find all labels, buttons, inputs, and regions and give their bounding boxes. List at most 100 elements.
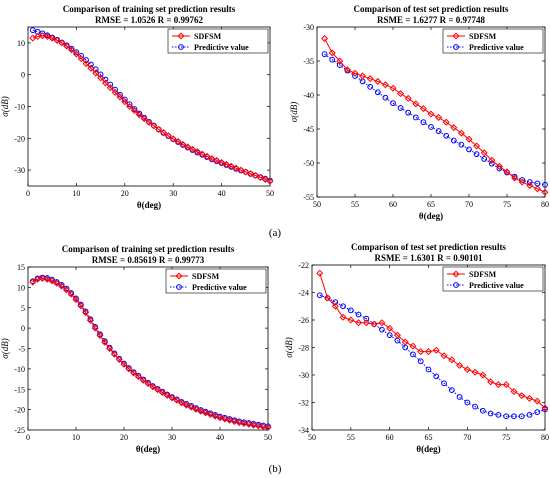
data-point-sdfsm xyxy=(442,118,450,126)
data-point-predictive xyxy=(316,292,323,299)
data-point-sdfsm xyxy=(510,387,518,396)
data-point-sdfsm xyxy=(230,417,238,425)
data-point-sdfsm xyxy=(503,168,511,176)
data-point-sdfsm xyxy=(187,403,195,411)
y-tick-label: -10 xyxy=(14,365,25,374)
data-point-sdfsm xyxy=(370,320,378,328)
data-point-predictive xyxy=(390,100,396,107)
data-point-sdfsm xyxy=(169,135,177,143)
data-point-sdfsm xyxy=(250,421,258,429)
data-point-predictive xyxy=(526,411,533,418)
data-point-sdfsm xyxy=(110,350,118,358)
data-point-predictive xyxy=(405,109,412,116)
data-point-sdfsm xyxy=(393,331,401,339)
data-point-sdfsm xyxy=(38,274,46,282)
x-tick-label: 50 xyxy=(264,433,272,442)
x-tick-label: 40 xyxy=(218,189,226,198)
data-point-sdfsm xyxy=(401,338,409,346)
data-point-sdfsm xyxy=(58,282,66,290)
data-point-sdfsm xyxy=(145,118,153,126)
data-point-sdfsm xyxy=(53,36,61,44)
data-point-sdfsm xyxy=(417,348,425,356)
data-point-sdfsm xyxy=(72,50,80,58)
data-point-predictive xyxy=(487,410,494,417)
data-point-sdfsm xyxy=(39,32,47,40)
data-point-predictive xyxy=(450,137,457,144)
data-point-sdfsm xyxy=(149,383,157,391)
data-point-sdfsm xyxy=(518,178,526,186)
legend-label: Predictive value xyxy=(469,281,524,290)
data-point-predictive xyxy=(473,151,480,158)
data-point-sdfsm xyxy=(471,368,479,376)
x-tick-label: 10 xyxy=(72,433,80,442)
data-point-sdfsm xyxy=(389,84,397,92)
data-point-sdfsm xyxy=(432,346,440,354)
data-point-sdfsm xyxy=(316,269,324,277)
data-point-sdfsm xyxy=(48,277,56,285)
data-point-sdfsm xyxy=(92,69,100,77)
data-point-predictive xyxy=(355,311,362,318)
data-point-sdfsm xyxy=(541,188,549,196)
y-tick-label: -50 xyxy=(303,159,314,168)
y-axis-label: σ(dB) xyxy=(0,338,10,358)
legend-box xyxy=(167,28,269,54)
legend-label: SDFSM xyxy=(469,270,497,279)
x-axis-label: θ(deg) xyxy=(136,444,160,454)
series-line-sdfsm xyxy=(324,38,546,193)
y-tick-label: -40 xyxy=(303,91,314,100)
data-point-sdfsm xyxy=(218,158,226,166)
data-point-predictive xyxy=(374,89,381,96)
x-tick-label: 70 xyxy=(463,433,471,442)
data-point-predictive xyxy=(417,358,424,365)
data-point-sdfsm xyxy=(378,319,386,327)
data-point-predictive xyxy=(73,295,79,302)
data-point-sdfsm xyxy=(487,378,495,386)
data-point-sdfsm xyxy=(261,175,269,183)
data-point-predictive xyxy=(92,324,99,330)
data-point-predictive xyxy=(102,76,109,83)
data-point-sdfsm xyxy=(465,135,473,143)
data-point-predictive xyxy=(542,406,548,413)
data-point-sdfsm xyxy=(328,49,336,57)
data-point-sdfsm xyxy=(160,129,168,137)
legend-label: SDFSM xyxy=(192,272,220,281)
data-point-sdfsm xyxy=(457,129,465,137)
data-point-sdfsm xyxy=(206,411,214,419)
x-axis-label: θ(deg) xyxy=(137,200,161,210)
data-point-sdfsm xyxy=(67,290,75,298)
data-point-predictive xyxy=(412,114,419,121)
data-point-predictive xyxy=(503,413,510,420)
legend-label: SDFSM xyxy=(469,32,497,41)
y-tick-label: 0 xyxy=(21,71,25,80)
data-point-sdfsm xyxy=(144,380,152,388)
data-point-sdfsm xyxy=(96,331,104,339)
data-point-predictive xyxy=(332,299,339,306)
data-point-sdfsm xyxy=(53,279,61,287)
data-point-sdfsm xyxy=(63,42,71,50)
data-point-sdfsm xyxy=(184,143,192,151)
data-point-predictive xyxy=(464,399,471,406)
data-point-sdfsm xyxy=(450,124,458,132)
data-point-predictive xyxy=(136,110,143,117)
chart-subtitle: RSME = 1.6277 R = 0.97748 xyxy=(377,15,486,25)
y-tick-label: -35 xyxy=(303,57,314,66)
series-line-predictive xyxy=(32,277,269,427)
data-point-sdfsm xyxy=(150,122,158,130)
y-axis-label: σ(dB) xyxy=(0,96,10,116)
data-point-predictive xyxy=(359,78,366,85)
data-point-sdfsm xyxy=(111,89,119,97)
data-point-sdfsm xyxy=(208,155,216,163)
data-point-predictive xyxy=(397,105,404,111)
data-point-sdfsm xyxy=(321,35,329,43)
data-point-sdfsm xyxy=(158,389,166,397)
data-point-predictive xyxy=(534,409,541,416)
data-point-sdfsm xyxy=(115,355,123,364)
data-point-sdfsm xyxy=(251,171,259,180)
series-line-sdfsm xyxy=(32,277,269,429)
legend-marker xyxy=(178,44,184,50)
data-point-sdfsm xyxy=(254,422,262,430)
y-tick-label: -20 xyxy=(14,134,25,143)
series-line-sdfsm xyxy=(32,35,271,182)
data-point-sdfsm xyxy=(164,132,172,140)
panel-label-b: (b) xyxy=(269,463,282,475)
